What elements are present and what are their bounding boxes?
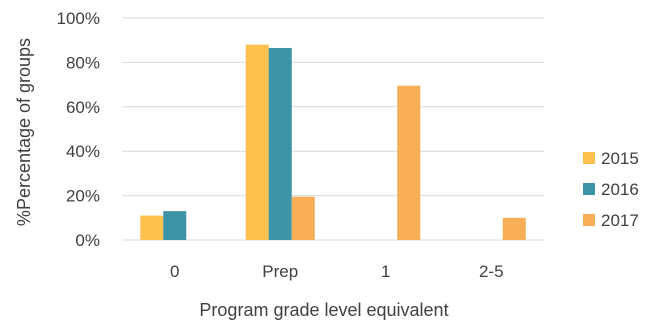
gridlines xyxy=(122,17,544,241)
legend-label-2017: 2017 xyxy=(601,211,639,230)
x-axis-title: Program grade level equivalent xyxy=(199,300,448,320)
legend-swatch-2016 xyxy=(583,183,595,195)
y-tick-labels: 0% 20% 40% 60% 80% 100% xyxy=(57,9,100,250)
bar-2015-Prep xyxy=(245,44,269,240)
bars xyxy=(140,44,526,241)
x-tick-label: 1 xyxy=(381,262,390,281)
legend-swatch-2015 xyxy=(583,152,595,164)
bar-2015-0 xyxy=(140,215,164,240)
x-tick-label: 2-5 xyxy=(479,262,504,281)
y-axis-title: %Percentage of groups xyxy=(14,38,34,226)
x-tick-label: 0 xyxy=(170,262,179,281)
legend-label-2016: 2016 xyxy=(601,180,639,199)
bar-2017-Prep xyxy=(291,196,315,240)
y-tick-label: 0% xyxy=(75,231,100,250)
bar-2017-1 xyxy=(397,85,421,241)
bar-2017-2-5 xyxy=(502,217,526,240)
y-tick-label: 80% xyxy=(66,53,100,72)
y-tick-label: 20% xyxy=(66,187,100,206)
legend-label-2015: 2015 xyxy=(601,149,639,168)
y-tick-label: 40% xyxy=(66,142,100,161)
x-tick-labels: 0 Prep 1 2-5 xyxy=(170,262,504,281)
bar-2016-Prep xyxy=(268,47,292,240)
x-tick-label: Prep xyxy=(262,262,298,281)
bar-2016-0 xyxy=(163,211,187,240)
y-tick-label: 100% xyxy=(57,9,100,28)
y-tick-label: 60% xyxy=(66,98,100,117)
legend-swatch-2017 xyxy=(583,214,595,226)
legend: 2015 2016 2017 xyxy=(583,149,639,230)
